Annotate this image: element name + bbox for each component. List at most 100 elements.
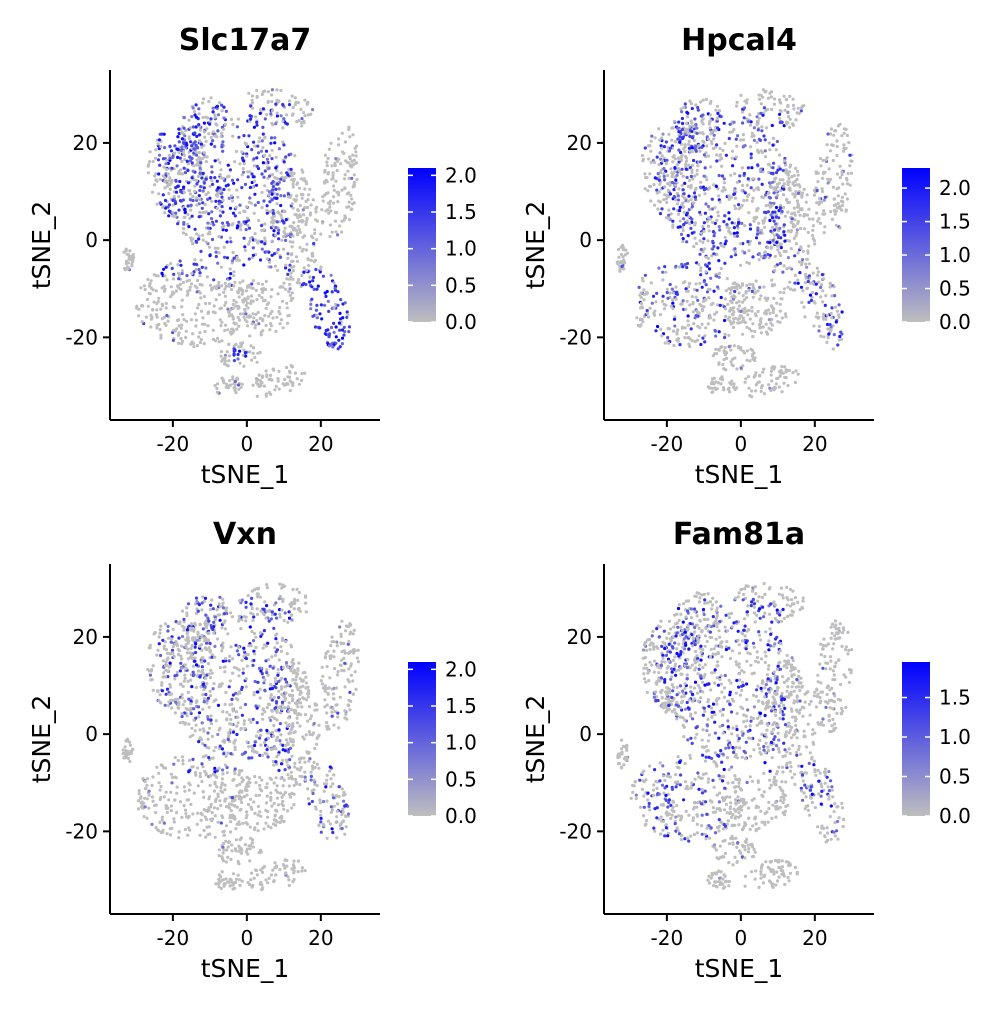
cell-point — [818, 197, 821, 200]
cell-point — [770, 95, 773, 98]
cell-point — [271, 188, 274, 191]
cell-point — [262, 647, 265, 650]
cell-point — [157, 172, 160, 175]
cell-point — [768, 219, 771, 222]
cell-point — [622, 248, 625, 251]
cell-point — [224, 627, 227, 630]
cell-point — [659, 200, 662, 203]
cell-point — [694, 316, 697, 319]
cell-point — [234, 214, 237, 217]
cell-point — [153, 300, 156, 303]
cell-point — [179, 168, 182, 171]
cell-point — [215, 387, 218, 390]
cell-point — [772, 297, 775, 300]
cell-point — [325, 652, 328, 655]
cell-point — [203, 659, 206, 662]
cell-point — [848, 164, 851, 167]
cell-point — [321, 195, 324, 198]
cell-point — [201, 207, 204, 210]
cell-point — [342, 642, 345, 645]
cell-point — [697, 263, 700, 266]
cell-point — [354, 670, 357, 673]
cell-point — [830, 306, 833, 309]
cell-point — [179, 264, 182, 267]
cell-point — [299, 686, 302, 689]
cell-point — [764, 109, 767, 112]
cell-point — [243, 297, 246, 300]
cell-point — [164, 199, 167, 202]
cell-point — [233, 344, 236, 347]
cell-point — [242, 134, 245, 137]
cell-point — [283, 160, 286, 163]
cell-point — [235, 189, 238, 192]
cell-point — [165, 693, 168, 696]
cell-point — [773, 283, 776, 286]
cell-point — [815, 211, 818, 214]
cell-point — [716, 105, 719, 108]
cell-point — [290, 253, 293, 256]
cell-point — [767, 97, 770, 100]
cell-point — [315, 206, 318, 209]
cell-point — [658, 183, 661, 186]
cell-point — [332, 692, 335, 695]
cell-point — [159, 145, 162, 148]
cell-point — [341, 328, 344, 331]
cell-point — [663, 178, 666, 181]
cell-point — [277, 237, 280, 240]
cell-point — [271, 610, 274, 613]
cell-point — [274, 122, 277, 125]
cell-point — [183, 216, 186, 219]
cell-point — [235, 150, 238, 153]
cell-point — [671, 175, 674, 178]
cell-point — [616, 260, 619, 263]
cell-point — [691, 232, 694, 235]
cell-point — [154, 157, 157, 160]
cell-point — [738, 207, 741, 210]
cell-point — [266, 101, 269, 104]
cell-point — [671, 160, 674, 163]
cell-point — [164, 675, 167, 678]
cell-point — [750, 120, 753, 123]
cell-point — [238, 615, 241, 618]
cell-point — [718, 147, 721, 150]
cell-point — [224, 703, 227, 706]
cell-point — [826, 314, 829, 317]
cell-point — [256, 361, 259, 364]
cell-point — [137, 314, 140, 317]
cell-point — [347, 652, 350, 655]
cell-point — [698, 131, 701, 134]
cell-point — [755, 208, 758, 211]
cell-point — [347, 191, 350, 194]
cell-point — [797, 220, 800, 223]
cell-point — [179, 654, 182, 657]
cell-point — [775, 382, 778, 385]
cell-point — [348, 708, 351, 711]
cell-point — [253, 126, 256, 129]
cell-point — [195, 151, 198, 154]
cell-point — [696, 169, 699, 172]
cell-point — [257, 201, 260, 204]
cell-point — [261, 248, 264, 251]
cell-point — [253, 356, 256, 359]
cell-point — [638, 286, 641, 289]
cell-point — [194, 324, 197, 327]
cell-point — [273, 696, 276, 699]
cell-point — [269, 312, 272, 315]
cell-point — [201, 656, 204, 659]
cell-point — [160, 272, 163, 275]
cell-point — [776, 169, 779, 172]
cell-point — [783, 287, 786, 290]
cell-point — [222, 106, 225, 109]
cell-point — [726, 277, 729, 280]
cell-point — [243, 719, 246, 722]
cell-point — [721, 174, 724, 177]
panel-title: Vxn — [213, 517, 277, 552]
cell-point — [705, 178, 708, 181]
cell-point — [740, 222, 743, 225]
cell-point — [693, 117, 696, 120]
cell-point — [227, 731, 230, 734]
cell-point — [260, 240, 263, 243]
cell-point — [794, 190, 797, 193]
cell-point — [288, 370, 291, 373]
cell-point — [824, 304, 827, 307]
